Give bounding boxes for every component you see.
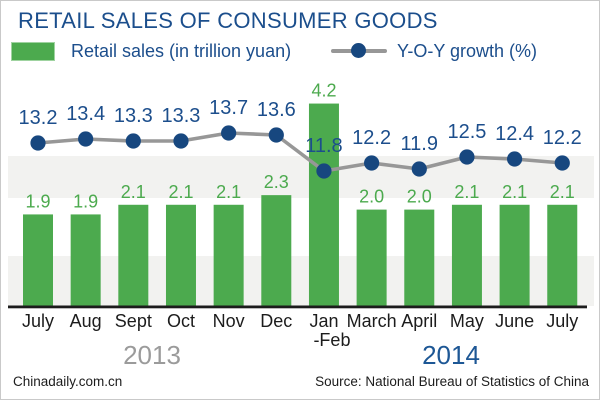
month-label-9: May <box>450 311 484 331</box>
bar-value-label-4: 2.1 <box>216 182 241 202</box>
bar-value-label-10: 2.1 <box>502 182 527 202</box>
bar-value-label-9: 2.1 <box>454 182 479 202</box>
growth-line <box>36 131 565 173</box>
bar-july-11 <box>547 204 578 306</box>
line-value-label-0: 13.2 <box>19 107 58 129</box>
bar-june-10 <box>499 204 530 306</box>
bar-value-label-8: 2.0 <box>407 187 432 207</box>
line-point-8 <box>411 161 427 177</box>
line-value-label-7: 12.2 <box>352 127 391 149</box>
month-label-2: Sept <box>115 311 152 331</box>
line-point-0 <box>30 135 46 151</box>
bar-dec-5 <box>261 195 292 306</box>
bar-may-9 <box>451 204 482 306</box>
bar-value-label-7: 2.0 <box>359 187 384 207</box>
line-value-label-11: 12.2 <box>543 127 582 149</box>
line-value-label-2: 13.3 <box>114 105 153 127</box>
month-label-4: Nov <box>213 311 245 331</box>
line-point-9 <box>459 149 475 165</box>
bar-value-label-5: 2.3 <box>264 172 289 192</box>
line-value-label-9: 12.5 <box>447 121 486 143</box>
chart-legend: Retail sales (in trillion yuan) Y-O-Y gr… <box>1 41 599 61</box>
line-point-6 <box>316 163 332 179</box>
bar-value-label-0: 1.9 <box>25 191 50 211</box>
bar-sept-2 <box>118 204 149 306</box>
line-marker-icon <box>331 41 387 60</box>
year-label-2014: 2014 <box>422 340 480 370</box>
bar-value-label-1: 1.9 <box>73 191 98 211</box>
line-value-label-10: 12.4 <box>495 123 534 145</box>
source-text: Source: National Bureau of Statistics of… <box>315 374 589 389</box>
grid-band-1 <box>8 256 594 306</box>
line-value-label-5: 13.6 <box>257 99 296 121</box>
line-point-2 <box>125 133 141 149</box>
line-value-label-3: 13.3 <box>162 105 201 127</box>
page-title: RETAIL SALES OF CONSUMER GOODS <box>18 8 438 33</box>
bar-jan-6 <box>308 103 339 306</box>
year-label-2013: 2013 <box>123 340 181 370</box>
month-label-3: Oct <box>167 311 195 331</box>
line-value-label-8: 11.9 <box>401 133 438 155</box>
bar-april-8 <box>404 209 435 306</box>
line-value-label-4: 13.7 <box>209 97 248 119</box>
bar-value-label-11: 2.1 <box>550 182 575 202</box>
bar-march-7 <box>356 209 387 306</box>
site-credit: Chinadaily.com.cn <box>13 374 123 389</box>
month-sublabel-6: -Feb <box>313 330 350 350</box>
line-point-10 <box>506 151 523 167</box>
month-label-0: July <box>22 311 54 331</box>
line-value-label-1: 13.4 <box>66 103 105 125</box>
month-label-7: March <box>347 311 397 331</box>
month-label-11: July <box>546 311 578 331</box>
bar-aug-1 <box>70 214 101 306</box>
bar-nov-4 <box>213 204 244 306</box>
line-point-7 <box>364 155 380 171</box>
bar-series-legend-label: Retail sales (in trillion yuan) <box>71 41 292 61</box>
line-point-11 <box>554 155 570 171</box>
bar-july-0 <box>23 214 53 306</box>
bar-series-swatch-icon <box>11 42 55 61</box>
line-point-5 <box>268 127 284 143</box>
line-point-3 <box>173 133 189 149</box>
x-axis-line <box>8 305 587 309</box>
month-label-8: April <box>401 311 437 331</box>
bar-value-label-6: 4.2 <box>311 81 336 101</box>
bar-value-label-3: 2.1 <box>168 182 193 202</box>
line-value-label-6: 11.8 <box>305 135 342 157</box>
line-series-legend-label: Y-O-Y growth (%) <box>397 41 538 61</box>
month-label-10: June <box>495 311 534 331</box>
grid-band-0 <box>8 156 594 198</box>
month-label-6: Jan <box>309 311 338 331</box>
bar-oct-3 <box>165 204 196 306</box>
month-label-5: Dec <box>260 311 292 331</box>
line-point-1 <box>78 131 94 147</box>
line-point-4 <box>221 125 237 141</box>
bar-value-label-2: 2.1 <box>121 182 146 202</box>
month-label-1: Aug <box>70 311 102 331</box>
line-dot-icon <box>351 43 366 58</box>
